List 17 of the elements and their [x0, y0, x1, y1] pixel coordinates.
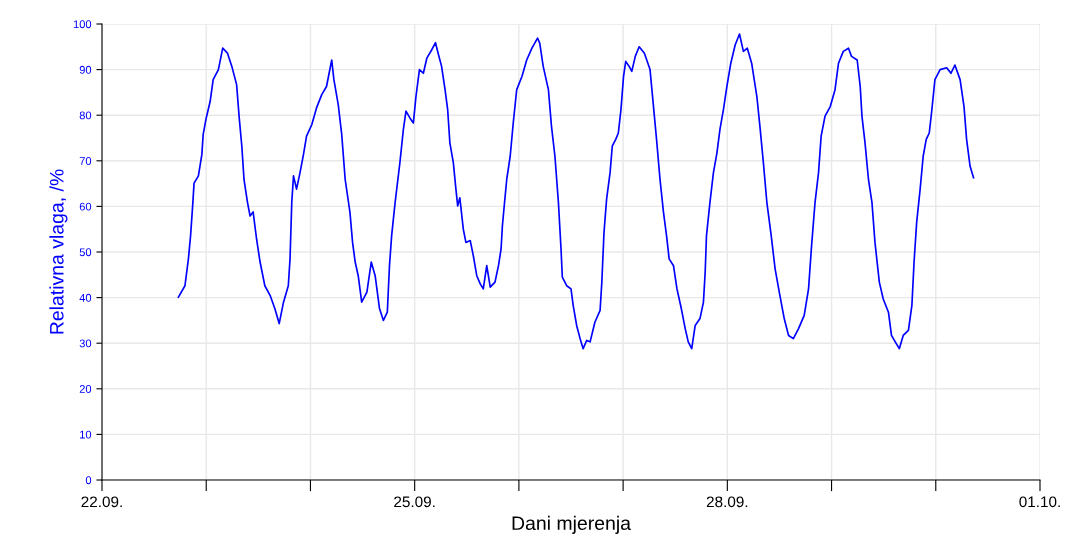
x-tick-label: 01.10.: [1019, 496, 1060, 508]
y-tick-label: 70: [79, 157, 92, 165]
y-tick-label: 60: [79, 202, 92, 211]
y-tick-label: 50: [79, 248, 92, 257]
y-tick-label: 80: [79, 111, 92, 120]
y-tick-label: 0: [85, 476, 92, 485]
x-tick-label: 28.09.: [706, 496, 748, 508]
y-tick-label: 40: [79, 293, 92, 302]
x-tick-label: 25.09.: [394, 496, 435, 508]
y-tick-label: 20: [79, 385, 92, 393]
y-tick-label: 30: [79, 339, 92, 348]
y-tick-label: 10: [80, 430, 92, 439]
y-tick-label: 100: [73, 20, 92, 29]
x-tick-label: 22.09.: [81, 496, 122, 508]
y-tick-label: 90: [79, 65, 92, 74]
y-axis-title: Relativna vlaga, /%: [49, 169, 68, 334]
x-axis-title: Dani mjerenja: [512, 515, 631, 534]
